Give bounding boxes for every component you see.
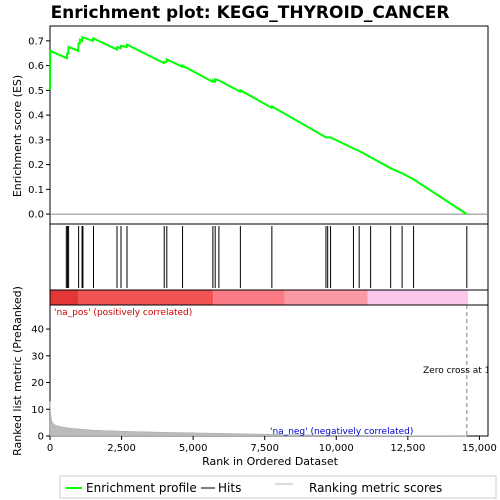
x-axis-label: Rank in Ordered Dataset <box>202 455 339 468</box>
x-tick-label: 2,500 <box>107 443 136 454</box>
x-tick-label: 5,000 <box>179 443 208 454</box>
heatmap-segments <box>50 290 468 305</box>
es-y-tick-label: 0.7 <box>28 36 44 47</box>
metric-y-tick-label: 30 <box>31 351 44 362</box>
legend-label-enrichment: Enrichment profile <box>86 481 197 495</box>
x-tick-label: 7,500 <box>250 443 279 454</box>
es-panel-frame <box>49 25 489 225</box>
metric-y-tick-label: 40 <box>31 325 44 336</box>
es-y-axis-label: Enrichment score (ES) <box>11 75 24 197</box>
metric-panel-frame <box>49 304 489 437</box>
es-y-tick-label: 0.4 <box>28 111 44 122</box>
metric-y-ticks: 0 10 20 30 40 <box>31 325 50 443</box>
metric-y-tick-label: 0 <box>38 432 44 443</box>
ranked-metric-panel: 0 10 20 30 40 'na_pos' (positively correlate… <box>31 304 500 443</box>
heatmap-segment <box>78 290 214 305</box>
x-axis-ticks: 0 2,500 5,000 7,500 10,000 12,500 15,000 <box>47 436 497 454</box>
negative-correlation-label: 'na_neg' (negatively correlated) <box>270 427 413 437</box>
enrichment-score-panel: 0.0 0.1 0.2 0.3 0.4 0.5 0.6 0.7 <box>28 25 489 225</box>
hits-panel-frame <box>49 223 489 291</box>
legend-label-metric: Ranking metric scores <box>309 481 442 495</box>
x-tick-label: 0 <box>47 443 53 454</box>
x-tick-label: 12,500 <box>390 443 425 454</box>
legend-box <box>59 475 497 499</box>
legend: Enrichment profile Hits Ranking metric s… <box>59 475 497 499</box>
x-tick-label: 15,000 <box>462 443 497 454</box>
heatmap-segment <box>367 290 468 305</box>
ranked-list-heatmap <box>49 289 489 306</box>
heatmap-segment <box>50 290 79 305</box>
hits-panel <box>49 223 489 291</box>
es-y-tick-label: 0.0 <box>28 210 44 221</box>
heatmap-segment <box>284 290 368 305</box>
ranking-metric-area <box>49 401 468 437</box>
x-tick-label: 10,000 <box>319 443 354 454</box>
metric-y-axis-label: Ranked list metric (PreRanked) <box>11 286 24 456</box>
zero-cross-label: Zero cross at 14560 <box>423 366 500 376</box>
es-y-ticks: 0.0 0.1 0.2 0.3 0.4 0.5 0.6 0.7 <box>28 36 50 221</box>
metric-y-tick-label: 20 <box>31 378 44 389</box>
es-y-tick-label: 0.3 <box>28 135 44 146</box>
es-y-tick-label: 0.1 <box>28 185 44 196</box>
es-y-tick-label: 0.2 <box>28 160 44 171</box>
legend-label-hits: Hits <box>218 481 241 495</box>
es-y-tick-label: 0.5 <box>28 86 44 97</box>
metric-y-tick-label: 10 <box>31 405 44 416</box>
positive-correlation-label: 'na_pos' (positively correlated) <box>54 308 192 318</box>
es-y-tick-label: 0.6 <box>28 61 44 72</box>
enrichment-profile-line <box>49 35 468 215</box>
chart-title: Enrichment plot: KEGG_THYROID_CANCER <box>51 3 450 23</box>
hit-lines <box>65 226 468 288</box>
heatmap-segment <box>213 290 285 305</box>
